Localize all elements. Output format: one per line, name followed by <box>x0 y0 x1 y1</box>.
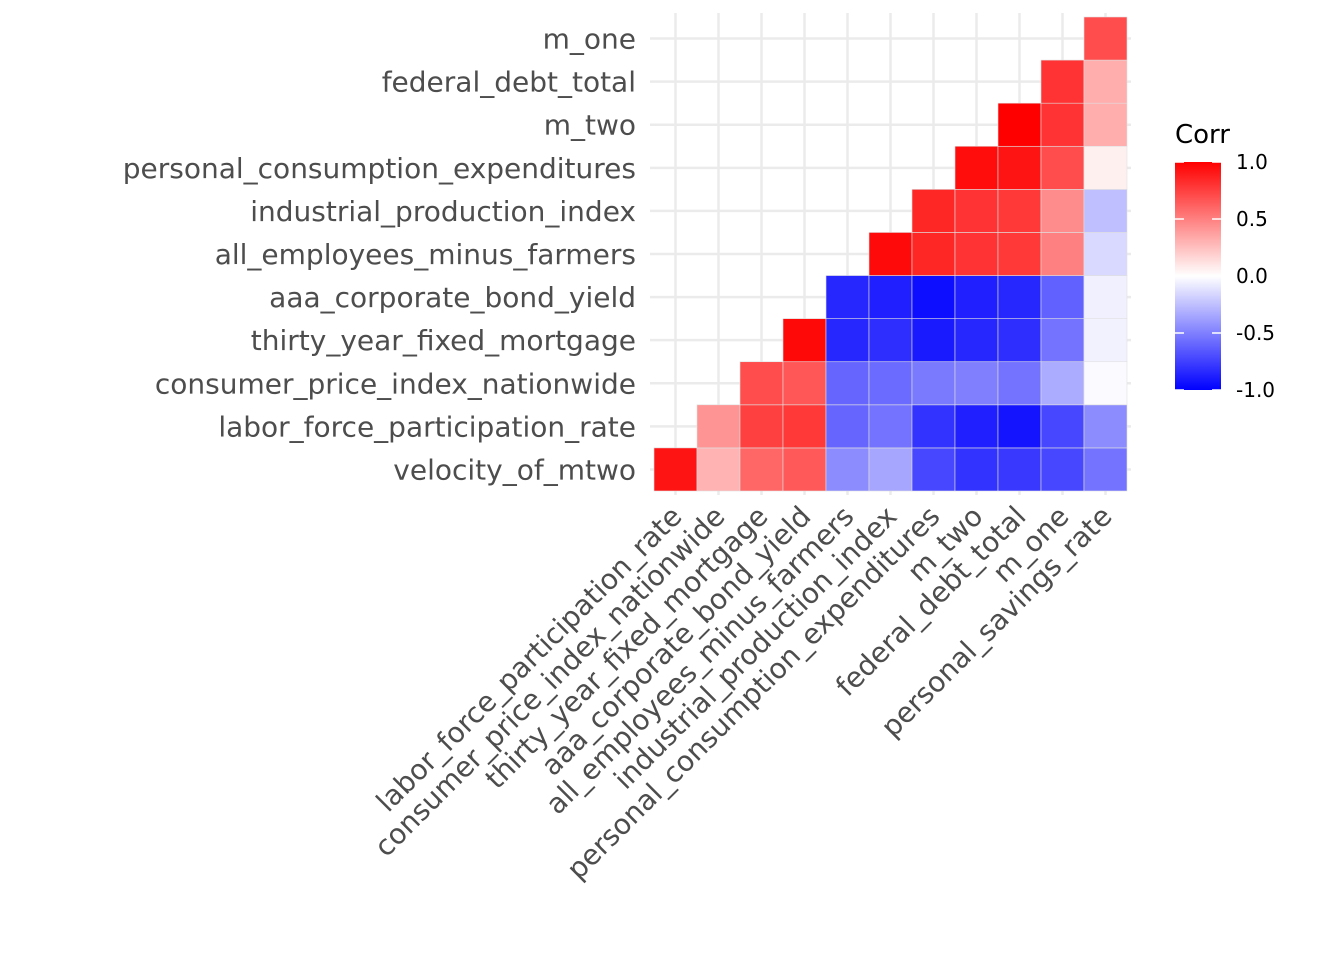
heatmap-cell <box>782 404 827 449</box>
heatmap-cell <box>911 189 956 233</box>
y-tick-label: labor_force_participation_rate <box>218 410 636 443</box>
heatmap-cell <box>1083 145 1128 190</box>
heatmap-cell <box>868 361 913 406</box>
heatmap-cell <box>1083 59 1128 104</box>
heatmap-cell <box>997 318 1042 363</box>
y-tick-label: m_two <box>544 109 636 142</box>
heatmap-cell <box>696 447 741 492</box>
y-tick-label: thirty_year_fixed_mortgage <box>251 324 636 357</box>
legend-ticks: 1.0 0.5 0.0 -0.5 -1.0 <box>1175 150 1275 402</box>
heatmap-cell <box>997 102 1042 147</box>
heatmap-cell <box>868 275 913 319</box>
heatmap-cell <box>825 447 870 492</box>
heatmap-cell <box>782 361 827 406</box>
heatmap-cell <box>1040 275 1085 319</box>
heatmap-cell <box>1083 318 1128 363</box>
heatmap-cell <box>911 232 956 276</box>
heatmap-cell <box>954 447 999 492</box>
y-tick-label: industrial_production_index <box>250 195 636 228</box>
y-tick-label: velocity_of_mtwo <box>393 453 636 486</box>
heatmap-cell <box>911 275 956 319</box>
y-tick-label: aaa_corporate_bond_yield <box>269 281 636 314</box>
heatmap-cell <box>1040 189 1085 233</box>
heatmap-cell <box>739 404 784 449</box>
legend: Corr 1.0 0.5 0.0 -0.5 -1.0 <box>1175 120 1275 402</box>
heatmap-cell <box>1040 404 1085 449</box>
heatmap-cell <box>954 361 999 406</box>
heatmap-cell <box>954 145 999 190</box>
heatmap-cell <box>997 189 1042 233</box>
y-tick-label: personal_consumption_expenditures <box>123 152 636 185</box>
heatmap-cell <box>1040 145 1085 190</box>
heatmap-cell <box>911 404 956 449</box>
heatmap-cell <box>653 447 698 492</box>
heatmap-cell <box>1083 275 1128 319</box>
heatmap-cells <box>653 16 1128 492</box>
heatmap-cell <box>868 404 913 449</box>
legend-title: Corr <box>1175 120 1230 150</box>
y-axis-labels: velocity_of_mtwo labor_force_participatio… <box>123 23 636 487</box>
legend-tick-label: 0.0 <box>1236 264 1268 288</box>
heatmap-cell <box>782 318 827 363</box>
x-axis-labels: labor_force_participation_rateconsumer_p… <box>368 500 1119 886</box>
y-tick-label: m_one <box>543 23 636 56</box>
heatmap-cell <box>997 404 1042 449</box>
heatmap-cell <box>911 318 956 363</box>
y-tick-label: all_employees_minus_farmers <box>215 238 636 271</box>
heatmap-cell <box>739 361 784 406</box>
heatmap-cell <box>954 404 999 449</box>
heatmap-cell <box>1040 361 1085 406</box>
heatmap-cell <box>1083 404 1128 449</box>
heatmap-cell <box>825 404 870 449</box>
heatmap-cell <box>954 189 999 233</box>
y-tick-label: federal_debt_total <box>382 66 636 99</box>
heatmap-cell <box>997 447 1042 492</box>
heatmap-cell <box>825 318 870 363</box>
heatmap-cell <box>1083 361 1128 406</box>
legend-tick-label: 0.5 <box>1236 207 1268 231</box>
heatmap-cell <box>868 232 913 276</box>
heatmap-cell <box>997 361 1042 406</box>
heatmap-cell <box>1040 102 1085 147</box>
heatmap-cell <box>1083 447 1128 492</box>
heatmap-cell <box>825 275 870 319</box>
heatmap-cell <box>1040 232 1085 276</box>
legend-tick-label: -0.5 <box>1236 321 1275 345</box>
heatmap-cell <box>1040 447 1085 492</box>
heatmap-cell <box>1083 232 1128 276</box>
heatmap-cell <box>954 318 999 363</box>
heatmap-cell <box>1083 16 1128 61</box>
heatmap-cell <box>997 275 1042 319</box>
heatmap-cell <box>739 447 784 492</box>
legend-tick-label: 1.0 <box>1236 150 1268 174</box>
heatmap-cell <box>911 447 956 492</box>
heatmap-cell <box>782 447 827 492</box>
heatmap-cell <box>954 232 999 276</box>
heatmap-cell <box>825 361 870 406</box>
heatmap-cell <box>868 318 913 363</box>
heatmap-cell <box>696 404 741 449</box>
heatmap-cell <box>997 232 1042 276</box>
heatmap-cell <box>1040 318 1085 363</box>
y-tick-label: consumer_price_index_nationwide <box>155 367 636 400</box>
heatmap-cell <box>1083 189 1128 233</box>
heatmap-cell <box>954 275 999 319</box>
heatmap-cell <box>997 145 1042 190</box>
heatmap-cell <box>1083 102 1128 147</box>
heatmap-cell <box>1040 59 1085 104</box>
heatmap-cell <box>868 447 913 492</box>
heatmap-cell <box>911 361 956 406</box>
legend-tick-label: -1.0 <box>1236 378 1275 402</box>
